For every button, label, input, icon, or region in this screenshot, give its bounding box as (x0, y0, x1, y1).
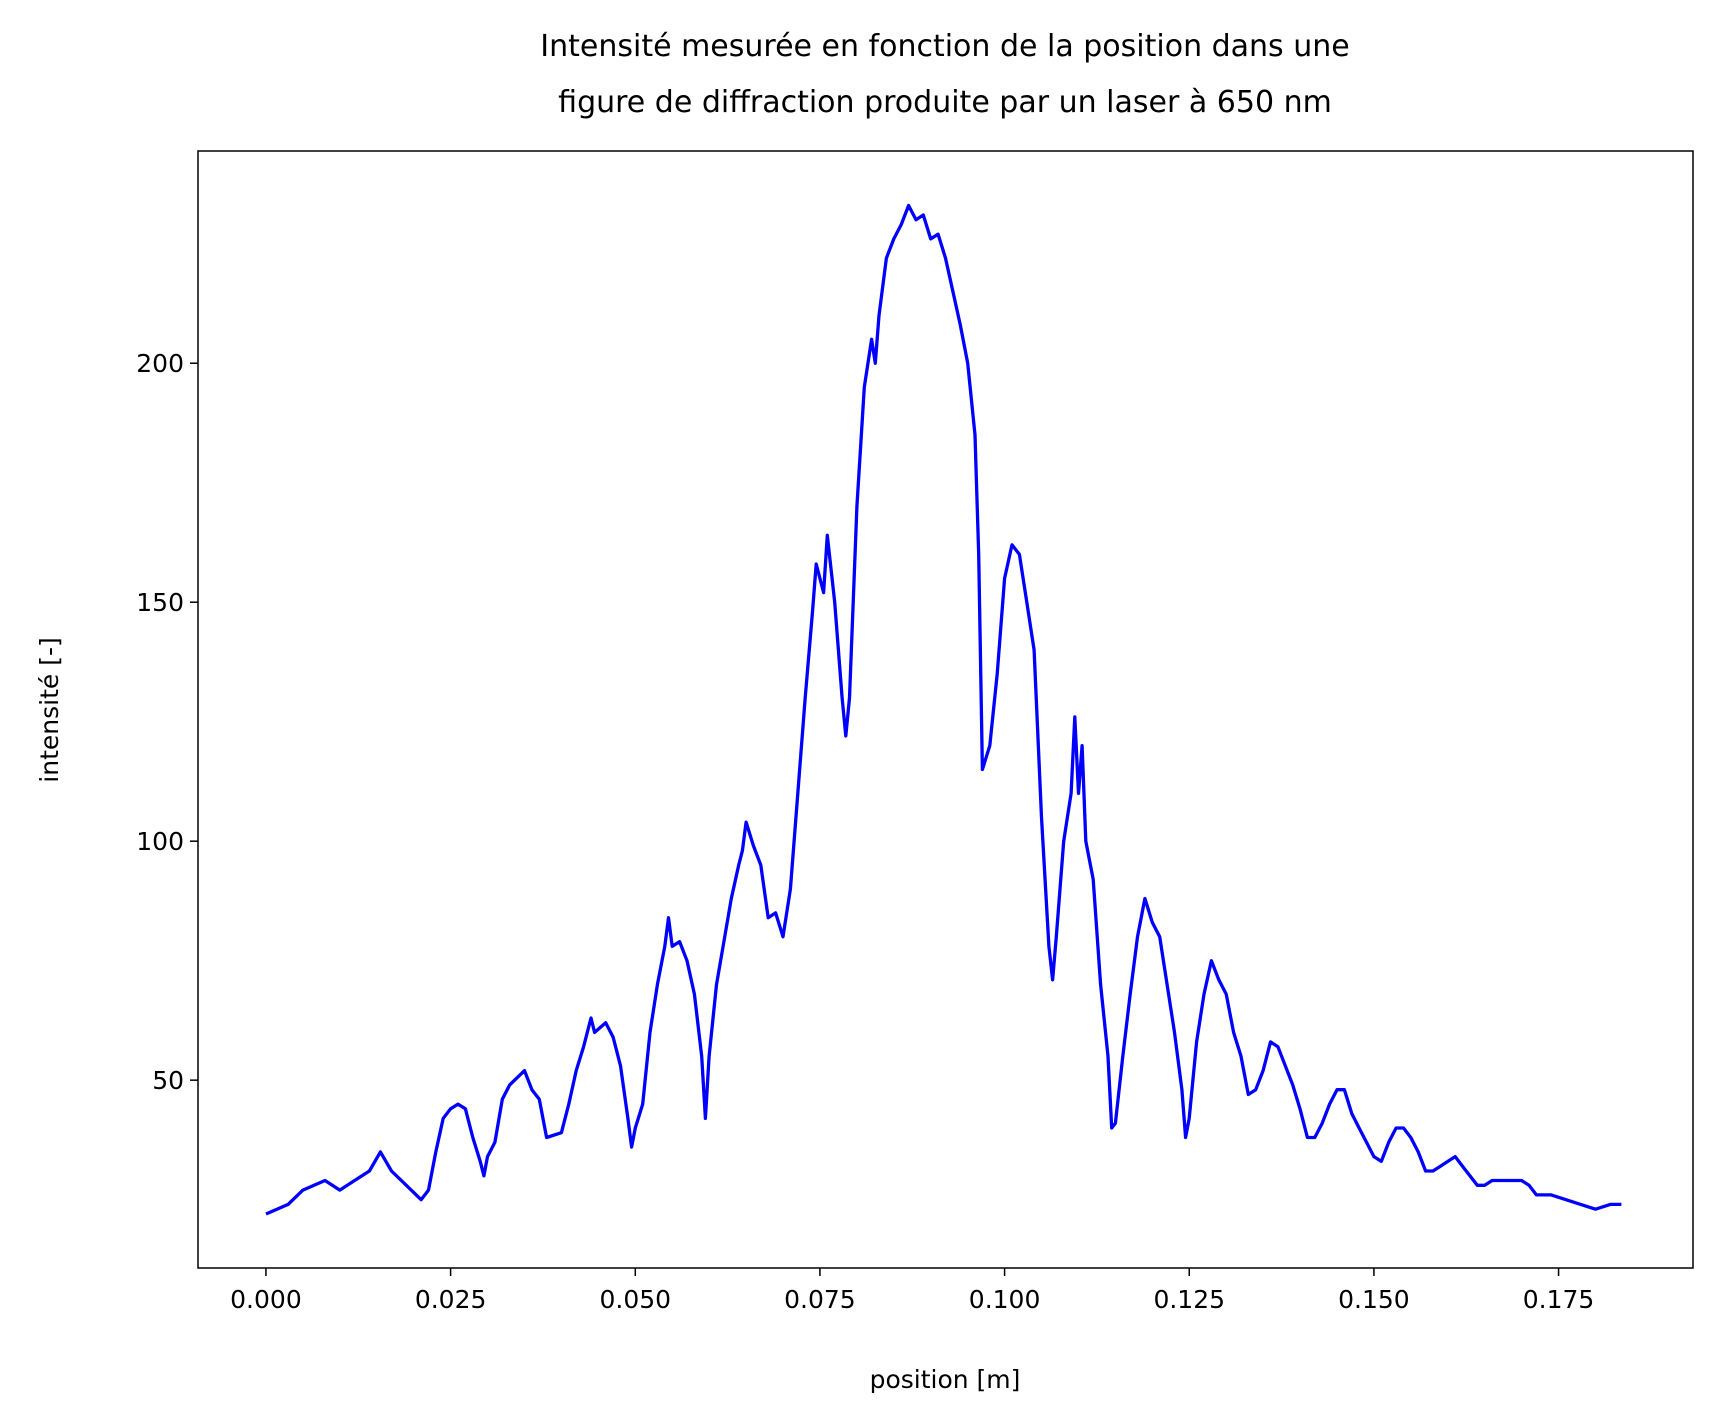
chart-title: figure de diffraction produite par un la… (558, 85, 1332, 120)
x-tick-label: 0.025 (415, 1285, 487, 1314)
x-tick-label: 0.050 (599, 1285, 671, 1314)
chart-title: Intensité mesurée en fonction de la posi… (540, 29, 1349, 64)
data-line (265, 203, 1622, 1216)
x-tick-label: 0.100 (969, 1285, 1041, 1314)
plot-frame (197, 150, 1694, 1269)
y-axis-label: intensité [-] (35, 637, 64, 782)
x-tick-label: 0.075 (784, 1285, 856, 1314)
y-tick-label: 50 (152, 1066, 184, 1095)
x-tick-label: 0.125 (1153, 1285, 1225, 1314)
x-axis-label: position [m] (870, 1365, 1021, 1394)
y-tick-label: 200 (136, 349, 184, 378)
y-tick-label: 100 (136, 827, 184, 856)
y-tick-label: 150 (136, 588, 184, 617)
x-tick-label: 0.000 (230, 1285, 302, 1314)
x-tick-label: 0.150 (1338, 1285, 1410, 1314)
x-tick-label: 0.175 (1523, 1285, 1595, 1314)
